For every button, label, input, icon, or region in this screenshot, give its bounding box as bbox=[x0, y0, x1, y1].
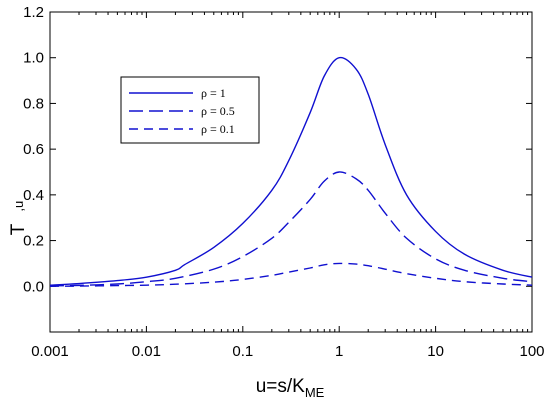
y-tick-label: 1.0 bbox=[23, 50, 44, 67]
plot-area bbox=[49, 11, 533, 333]
series-line-3 bbox=[49, 262, 533, 287]
x-axis-title-main: u=s/K bbox=[256, 376, 305, 397]
x-tick-label: 0.001 bbox=[31, 343, 69, 360]
y-tick-label: 0.6 bbox=[23, 141, 44, 158]
y-tick-label: 0.2 bbox=[23, 233, 44, 250]
y-tick-label: 0.0 bbox=[23, 278, 44, 295]
y-axis-title-subscript: ,u bbox=[11, 201, 26, 212]
y-tick-label: 0.8 bbox=[23, 95, 44, 112]
y-axis-title-main: T bbox=[8, 223, 29, 235]
legend-label-3: ρ = 0.1 bbox=[201, 122, 235, 136]
y-axis-title: T ,u bbox=[8, 201, 29, 235]
x-axis: 0.001 0.01 0.1 1 10 100 bbox=[31, 12, 545, 360]
x-tick-label: 0.1 bbox=[232, 343, 253, 360]
legend-label-2: ρ = 0.5 bbox=[201, 104, 235, 118]
plot-frame bbox=[49, 11, 533, 333]
legend: ρ = 1 ρ = 0.5 ρ = 0.1 bbox=[120, 76, 260, 144]
y-tick-label: 0.4 bbox=[23, 187, 44, 204]
x-tick-label: 1 bbox=[335, 343, 343, 360]
x-axis-title: u=s/KME bbox=[256, 376, 325, 400]
y-axis: 0.0 0.2 0.4 0.6 0.8 1.0 1.2 bbox=[23, 4, 532, 295]
x-tick-label: 100 bbox=[519, 343, 544, 360]
y-tick-label: 1.2 bbox=[23, 4, 44, 21]
legend-box bbox=[120, 76, 260, 144]
x-axis-title-subscript: ME bbox=[305, 385, 325, 400]
series-layer bbox=[49, 56, 533, 287]
series-line-2 bbox=[49, 171, 533, 287]
series-line-1 bbox=[49, 56, 533, 286]
x-tick-label: 10 bbox=[427, 343, 444, 360]
legend-label-1: ρ = 1 bbox=[201, 86, 226, 100]
x-tick-label: 0.01 bbox=[132, 343, 161, 360]
